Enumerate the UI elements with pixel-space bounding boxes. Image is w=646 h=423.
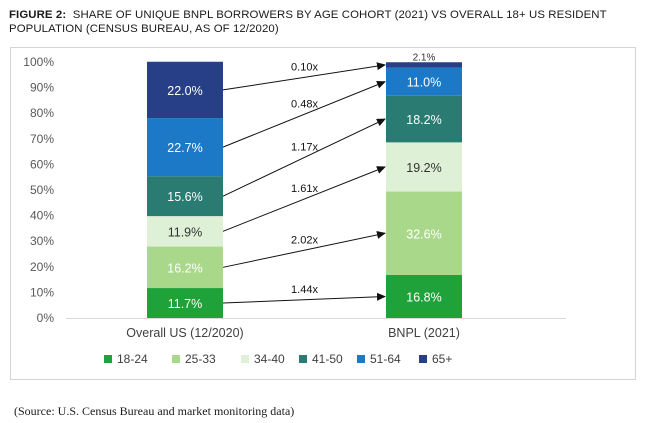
ratio-label: 0.48x [291, 98, 318, 110]
legend-item-34-40: 34-40 [241, 352, 285, 366]
legend-swatch [104, 355, 112, 363]
data-label: 22.0% [167, 84, 202, 98]
y-tick-label: 30% [30, 234, 54, 248]
y-tick-label: 40% [30, 209, 54, 223]
legend-swatch [357, 355, 365, 363]
bar-segment-65+ [386, 62, 462, 68]
legend-label: 25-33 [185, 352, 216, 366]
legend-item-41-50: 41-50 [299, 352, 343, 366]
legend-swatch [299, 355, 307, 363]
data-label: 2.1% [413, 52, 436, 63]
bar-segment-34-40 [147, 216, 223, 247]
y-tick-label: 0% [37, 311, 55, 325]
y-axis: 0% 10% 20% 30% 40% 50% 60% 70% 80% 90% 100% [23, 55, 54, 325]
legend-swatch [241, 355, 249, 363]
x-tick-label: BNPL (2021) [388, 326, 460, 340]
legend-label: 65+ [432, 352, 452, 366]
ratio-arrow [222, 230, 386, 268]
bars: 11.7% 16.2% 11.9% 15.6% 22.7% 22.0% 16.8% 32.6%… [147, 52, 462, 318]
bar-segment-34-40 [386, 142, 462, 192]
figure-label: FIGURE 2: [9, 9, 67, 21]
legend: 18-24 25-33 34-40 41-50 51-64 65+ [104, 352, 452, 366]
data-label: 22.7% [167, 141, 202, 155]
ratio-arrow [222, 118, 386, 197]
bar-segment-18-24 [147, 288, 223, 318]
legend-label: 51-64 [370, 352, 401, 366]
bar-segment-18-24 [386, 274, 462, 318]
data-label: 19.2% [406, 161, 441, 175]
data-label: 18.2% [406, 113, 441, 127]
y-tick-label: 50% [30, 183, 54, 197]
legend-swatch [172, 355, 180, 363]
ratio-label: 1.44x [291, 284, 318, 296]
data-label: 11.9% [168, 225, 203, 239]
y-tick-label: 80% [30, 106, 54, 120]
y-tick-label: 100% [23, 55, 54, 69]
y-tick-label: 20% [30, 260, 54, 274]
legend-item-18-24: 18-24 [104, 352, 148, 366]
legend-item-25-33: 25-33 [172, 352, 216, 366]
ratio-label: 1.17x [291, 142, 318, 154]
bar-segment-25-33 [386, 191, 462, 275]
ratio-label: 2.02x [291, 234, 318, 246]
legend-swatch [419, 355, 427, 363]
y-tick-label: 10% [30, 285, 54, 299]
data-label: 16.8% [406, 290, 441, 304]
ratio-arrow [222, 80, 386, 148]
data-label: 15.6% [167, 190, 202, 204]
data-label: 32.6% [406, 227, 441, 241]
legend-item-65+: 65+ [419, 352, 452, 366]
y-tick-label: 60% [30, 157, 54, 171]
ratio-arrow [222, 62, 386, 91]
x-tick-label: Overall US (12/2020) [126, 326, 243, 340]
bar-segment-51-64 [386, 67, 462, 96]
source-note: (Source: U.S. Census Bureau and market m… [14, 404, 295, 418]
ratio-label: 1.61x [291, 183, 318, 195]
bar-segment-41-50 [147, 176, 223, 217]
chart-frame [10, 47, 636, 380]
legend-label: 41-50 [312, 352, 343, 366]
y-tick-label: 70% [30, 132, 54, 146]
legend-label: 18-24 [117, 352, 148, 366]
x-axis: Overall US (12/2020) BNPL (2021) [66, 318, 566, 340]
data-label: 11.7% [168, 297, 203, 311]
data-label: 11.0% [407, 76, 442, 90]
ratio-arrows: 1.44x 2.02x 1.61x 1.17x 0.48x 0.10x [222, 61, 386, 304]
bar-segment-65+ [147, 61, 223, 119]
ratio-arrow [222, 292, 386, 304]
ratio-label: 0.10x [291, 61, 318, 73]
legend-item-51-64: 51-64 [357, 352, 401, 366]
bar-segment-51-64 [147, 118, 223, 177]
data-label: 16.2% [167, 261, 202, 275]
figure-title: FIGURE 2: SHARE OF UNIQUE BNPL BORROWERS… [9, 8, 639, 36]
y-tick-label: 90% [30, 81, 54, 95]
bar-segment-41-50 [386, 95, 462, 143]
figure-title-text: SHARE OF UNIQUE BNPL BORROWERS BY AGE CO… [9, 9, 607, 35]
bar-segment-25-33 [147, 246, 223, 289]
ratio-arrow [222, 166, 386, 232]
legend-label: 34-40 [254, 352, 285, 366]
